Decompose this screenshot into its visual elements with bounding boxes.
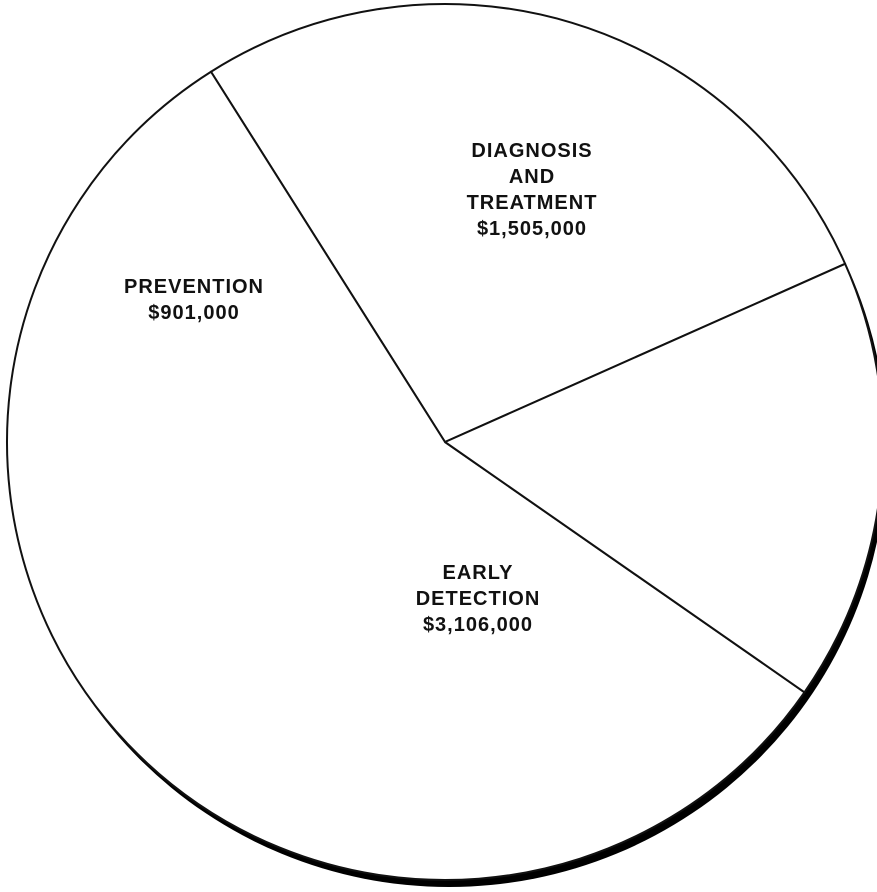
- pie-slice-early-detection: [6, 70, 806, 881]
- slice-label: DIAGNOSIS AND TREATMENT $1,505,000: [467, 140, 598, 240]
- slice-category-label: AND: [509, 166, 555, 188]
- slice-category-label: DIAGNOSIS: [471, 140, 592, 162]
- slice-category-label: DETECTION: [416, 588, 541, 610]
- slice-value-label: $1,505,000: [477, 218, 587, 240]
- slice-category-label: EARLY: [443, 562, 514, 584]
- pie-slice-prevention: [444, 262, 877, 694]
- slice-value-label: $901,000: [148, 302, 239, 324]
- slice-category-label: PREVENTION: [124, 276, 264, 298]
- slice-category-label: TREATMENT: [467, 192, 598, 214]
- pie-slices: [6, 3, 877, 887]
- pie-slice-diagnosis-and-treatment: [209, 3, 847, 443]
- slice-label: EARLY DETECTION $3,106,000: [416, 562, 541, 636]
- pie-labels: DIAGNOSIS AND TREATMENT $1,505,000 EARLY DETE…: [124, 140, 598, 636]
- slice-value-label: $3,106,000: [423, 614, 533, 636]
- slice-label: PREVENTION $901,000: [124, 276, 264, 324]
